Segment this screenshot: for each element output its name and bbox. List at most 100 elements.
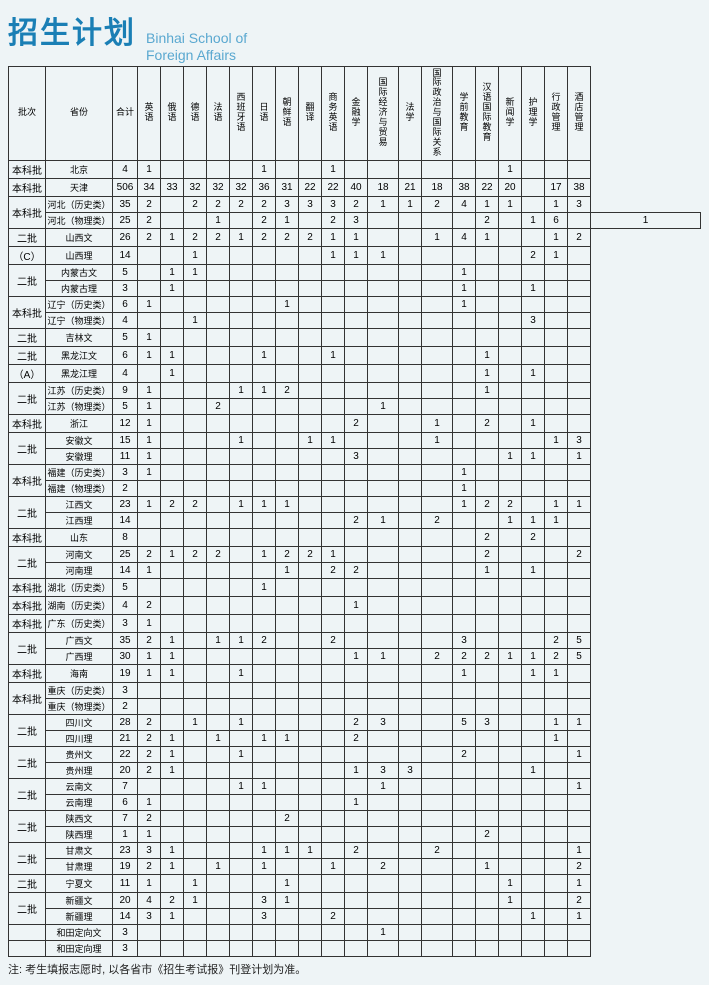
cell-value [253, 596, 276, 614]
column-header: 新闻学 [499, 66, 522, 160]
table-row: 福建（物理类）21 [9, 480, 701, 496]
cell-value: 20 [499, 178, 522, 196]
cell-value [453, 682, 476, 698]
cell-value [253, 264, 276, 280]
cell-value [399, 246, 422, 264]
cell-value [422, 464, 453, 480]
cell-value: 1 [568, 746, 591, 762]
cell-value [568, 826, 591, 842]
cell-value: 2 [368, 858, 399, 874]
cell-value [568, 312, 591, 328]
cell-value [422, 312, 453, 328]
cell-value: 1 [345, 794, 368, 810]
cell-total: 3 [113, 464, 138, 480]
column-header: 国际经济与贸易 [368, 66, 399, 160]
cell-value [299, 940, 322, 956]
cell-value [522, 614, 545, 632]
cell-province: 和田定向理 [46, 940, 113, 956]
column-header: 德语 [184, 66, 207, 160]
cell-value: 2 [184, 228, 207, 246]
cell-value [399, 730, 422, 746]
cell-value [568, 578, 591, 596]
cell-value: 2 [345, 562, 368, 578]
cell-value [276, 778, 299, 794]
cell-value [399, 648, 422, 664]
cell-value [545, 364, 568, 382]
cell-value [161, 246, 184, 264]
cell-value [322, 698, 345, 714]
cell-total: 2 [113, 480, 138, 496]
cell-value [545, 762, 568, 778]
cell-province: 河南文 [46, 546, 113, 562]
cell-total: 30 [113, 648, 138, 664]
cell-value [138, 364, 161, 382]
cell-value [399, 714, 422, 730]
cell-value [322, 328, 345, 346]
cell-value [253, 940, 276, 956]
column-header: 西班牙语 [230, 66, 253, 160]
cell-value [161, 432, 184, 448]
cell-value: 1 [207, 858, 230, 874]
cell-value [522, 632, 545, 648]
table-row: 二批陕西文722 [9, 810, 701, 826]
cell-value: 1 [422, 414, 453, 432]
table-row: 和田定向文31 [9, 924, 701, 940]
cell-value [368, 826, 399, 842]
table-row: 本科批北京41111 [9, 160, 701, 178]
cell-batch: 本科批 [9, 160, 46, 178]
cell-value [368, 632, 399, 648]
cell-value [522, 160, 545, 178]
cell-value [184, 794, 207, 810]
cell-value [476, 762, 499, 778]
cell-value [276, 858, 299, 874]
cell-value [368, 496, 399, 512]
cell-value [161, 578, 184, 596]
cell-value: 1 [499, 874, 522, 892]
cell-value: 2 [476, 826, 499, 842]
cell-value [276, 714, 299, 730]
cell-value [453, 826, 476, 842]
cell-value: 2 [138, 730, 161, 746]
table-row: 贵州理20211331 [9, 762, 701, 778]
cell-province: 和田定向文 [46, 924, 113, 940]
cell-value: 2 [207, 546, 230, 562]
cell-value [422, 212, 453, 228]
cell-value [545, 382, 568, 398]
cell-value [253, 648, 276, 664]
title-cn: 招生计划 [8, 8, 136, 52]
cell-total: 22 [113, 746, 138, 762]
cell-value [368, 414, 399, 432]
cell-value [399, 632, 422, 648]
cell-value [345, 464, 368, 480]
cell-province: 云南理 [46, 794, 113, 810]
cell-value [276, 682, 299, 698]
cell-value: 1 [138, 614, 161, 632]
cell-value: 1 [276, 842, 299, 858]
cell-value: 1 [253, 858, 276, 874]
cell-value [299, 810, 322, 826]
cell-value [138, 778, 161, 794]
cell-value: 1 [138, 296, 161, 312]
cell-value [568, 562, 591, 578]
cell-value [184, 296, 207, 312]
cell-value [368, 480, 399, 496]
cell-value [253, 464, 276, 480]
cell-value [422, 346, 453, 364]
cell-value [276, 762, 299, 778]
cell-value [568, 730, 591, 746]
cell-value: 1 [138, 496, 161, 512]
cell-value [161, 528, 184, 546]
cell-value [299, 296, 322, 312]
cell-province: 广西理 [46, 648, 113, 664]
cell-value: 2 [568, 546, 591, 562]
cell-province: 海南 [46, 664, 113, 682]
cell-value: 1 [161, 746, 184, 762]
cell-value [568, 464, 591, 480]
cell-province: 四川理 [46, 730, 113, 746]
cell-value: 1 [161, 858, 184, 874]
cell-value: 1 [522, 448, 545, 464]
cell-value [207, 312, 230, 328]
cell-value: 2 [345, 196, 368, 212]
table-row: 和田定向理3 [9, 940, 701, 956]
cell-value: 1 [184, 246, 207, 264]
